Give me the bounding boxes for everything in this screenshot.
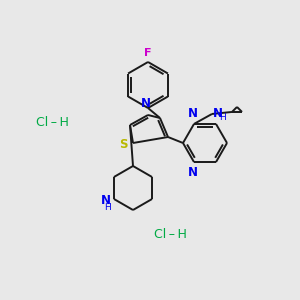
Text: N: N <box>101 194 111 208</box>
Text: Cl – H: Cl – H <box>36 116 68 128</box>
Text: N: N <box>188 166 198 179</box>
Text: N: N <box>188 107 198 120</box>
Text: F: F <box>144 48 152 58</box>
Text: H: H <box>219 113 226 122</box>
Text: H: H <box>104 203 111 212</box>
Text: Cl – H: Cl – H <box>154 229 186 242</box>
Text: N: N <box>141 97 151 110</box>
Text: N: N <box>213 107 223 120</box>
Text: S: S <box>119 137 128 151</box>
